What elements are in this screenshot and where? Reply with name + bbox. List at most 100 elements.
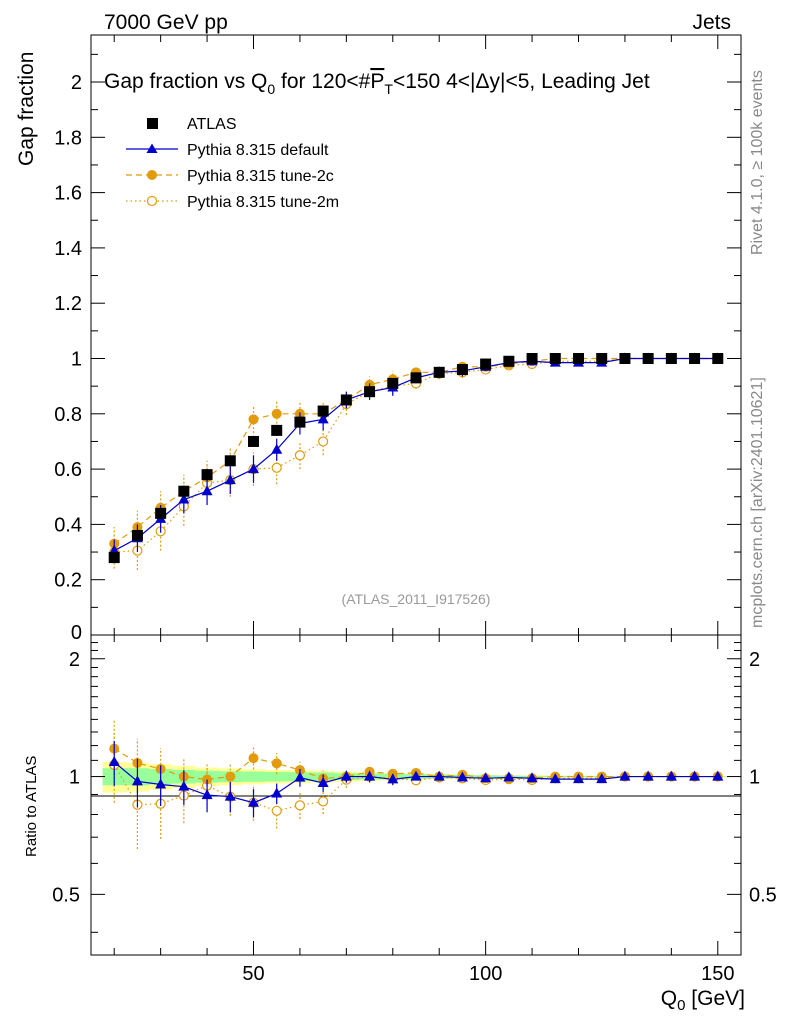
ratio-point-tune2c: [248, 753, 259, 764]
data-point-atlas: [549, 353, 561, 365]
y-tick-label: 2: [71, 72, 82, 94]
header-left: 7000 GeV pp: [104, 11, 228, 34]
side-text-bottom: mcplots.cern.ch [arXiv:2401.10621]: [749, 377, 766, 628]
x-axis-label-q: Q: [661, 987, 677, 1010]
ratio-tick-label-right: 0.5: [749, 884, 777, 906]
data-point-default: [224, 474, 236, 485]
ratio-point-default: [340, 770, 352, 781]
data-point-atlas: [108, 552, 120, 564]
ratio-point-default: [248, 796, 259, 807]
side-text-top: Rivet 4.1.0, ≥ 100k events: [749, 70, 766, 255]
ratio-point-default: [178, 780, 190, 791]
main-series-layer: [108, 352, 724, 571]
x-axis-label-unit: [GeV]: [685, 987, 745, 1010]
legend-label-tune2m: Pythia 8.315 tune-2m: [187, 194, 339, 211]
ratio-point-default: [294, 771, 306, 782]
data-point-atlas: [364, 386, 376, 398]
data-point-atlas: [456, 364, 468, 376]
data-point-atlas: [271, 424, 283, 436]
ratio-point-default: [689, 770, 701, 781]
ratio-point-default: [410, 770, 422, 781]
data-point-atlas: [433, 366, 445, 378]
title-part-p-sub: T: [384, 81, 393, 97]
legend-label-atlas: ATLAS: [187, 116, 237, 133]
x-tick-label: 150: [701, 963, 734, 985]
data-point-atlas: [178, 485, 190, 497]
ratio-tick-label-right: 1: [749, 767, 760, 789]
ratio-point-default: [433, 770, 445, 781]
data-point-atlas: [689, 353, 701, 365]
legend: ATLAS Pythia 8.315 default Pythia 8.315 …: [126, 116, 339, 211]
data-point-atlas: [317, 405, 329, 417]
data-point-atlas: [248, 435, 259, 447]
legend-label-tune2c: Pythia 8.315 tune-2c: [187, 168, 334, 185]
ratio-point-default: [155, 778, 167, 789]
ratio-point-default: [526, 772, 538, 783]
data-point-tune2c: [248, 414, 259, 425]
y-tick-label: 0: [71, 622, 82, 644]
y-tick-label: 1.2: [54, 293, 82, 315]
legend-marker-atlas: [147, 118, 158, 129]
ratio-point-default: [201, 789, 213, 800]
data-point-atlas: [410, 372, 422, 384]
data-point-default: [271, 443, 283, 454]
ratio-point-default: [456, 771, 468, 782]
ratio-point-tune2c: [225, 771, 236, 782]
data-point-atlas: [642, 353, 654, 365]
data-point-atlas: [573, 353, 584, 365]
y-tick-label: 0.2: [54, 570, 82, 592]
legend-label-default: Pythia 8.315 default: [187, 142, 329, 159]
data-point-atlas: [155, 507, 167, 519]
data-point-atlas: [294, 416, 306, 428]
legend-marker-default: [146, 143, 158, 153]
data-point-tune2c: [271, 408, 282, 419]
title-part-a-sub: 0: [267, 81, 275, 97]
ratio-point-default: [317, 776, 329, 787]
ratio-point-default: [573, 773, 584, 784]
title-part-c: <150 4<|Δy|<5, Leading Jet: [393, 70, 650, 93]
data-point-default: [317, 413, 329, 424]
y-tick-label: 1.4: [54, 238, 82, 260]
ratio-point-default: [712, 770, 724, 781]
ratio-point-tune2m: [318, 796, 329, 807]
axis-tick-labels: 50 100 150 0 0.2 0.4 0.6 0.8 1 1.2 1.4 1.6 1.8 2 0.5 1 2…: [52, 72, 777, 985]
legend-marker-tune2m: [146, 195, 158, 207]
title-part-a: Gap fraction vs Q: [104, 70, 267, 93]
data-point-atlas: [224, 455, 236, 467]
ratio-point-default: [642, 770, 654, 781]
ratio-tick-label-right: 2: [749, 649, 760, 671]
y-tick-label: 1.8: [54, 127, 82, 149]
data-point-tune2m: [294, 450, 306, 461]
data-point-atlas: [387, 377, 399, 389]
data-point-tune2m: [271, 462, 282, 473]
ratio-point-default: [131, 775, 143, 786]
ratio-point-default: [596, 773, 608, 784]
legend-marker-tune2c: [147, 170, 157, 180]
ratio-point-default: [224, 790, 236, 801]
ratio-point-default: [387, 773, 399, 784]
data-point-atlas: [596, 353, 608, 365]
y-tick-label: 0.6: [54, 459, 82, 481]
y-tick-label: 0.8: [54, 404, 82, 426]
ratio-point-default: [364, 770, 376, 781]
ratio-point-default: [108, 756, 120, 767]
ratio-point-default: [271, 787, 283, 798]
data-point-atlas: [480, 358, 492, 370]
x-tick-label: 100: [469, 963, 502, 985]
header-right: Jets: [692, 11, 731, 34]
data-point-atlas: [340, 394, 352, 406]
y-tick-label: 1.6: [54, 183, 82, 205]
y-tick-label: 1: [71, 349, 82, 371]
data-point-atlas: [712, 353, 724, 365]
data-point-atlas: [619, 353, 631, 365]
ratio-axis-label: Ratio to ATLAS: [23, 756, 40, 857]
ratio-tick-label: 0.5: [52, 884, 80, 906]
data-point-atlas: [665, 353, 677, 365]
ratio-point-default: [619, 770, 631, 781]
data-point-atlas: [201, 469, 213, 481]
ratio-tick-label: 1: [69, 767, 80, 789]
data-point-atlas: [131, 529, 143, 541]
x-tick-label: 50: [242, 963, 264, 985]
title-part-p: P: [370, 70, 384, 93]
